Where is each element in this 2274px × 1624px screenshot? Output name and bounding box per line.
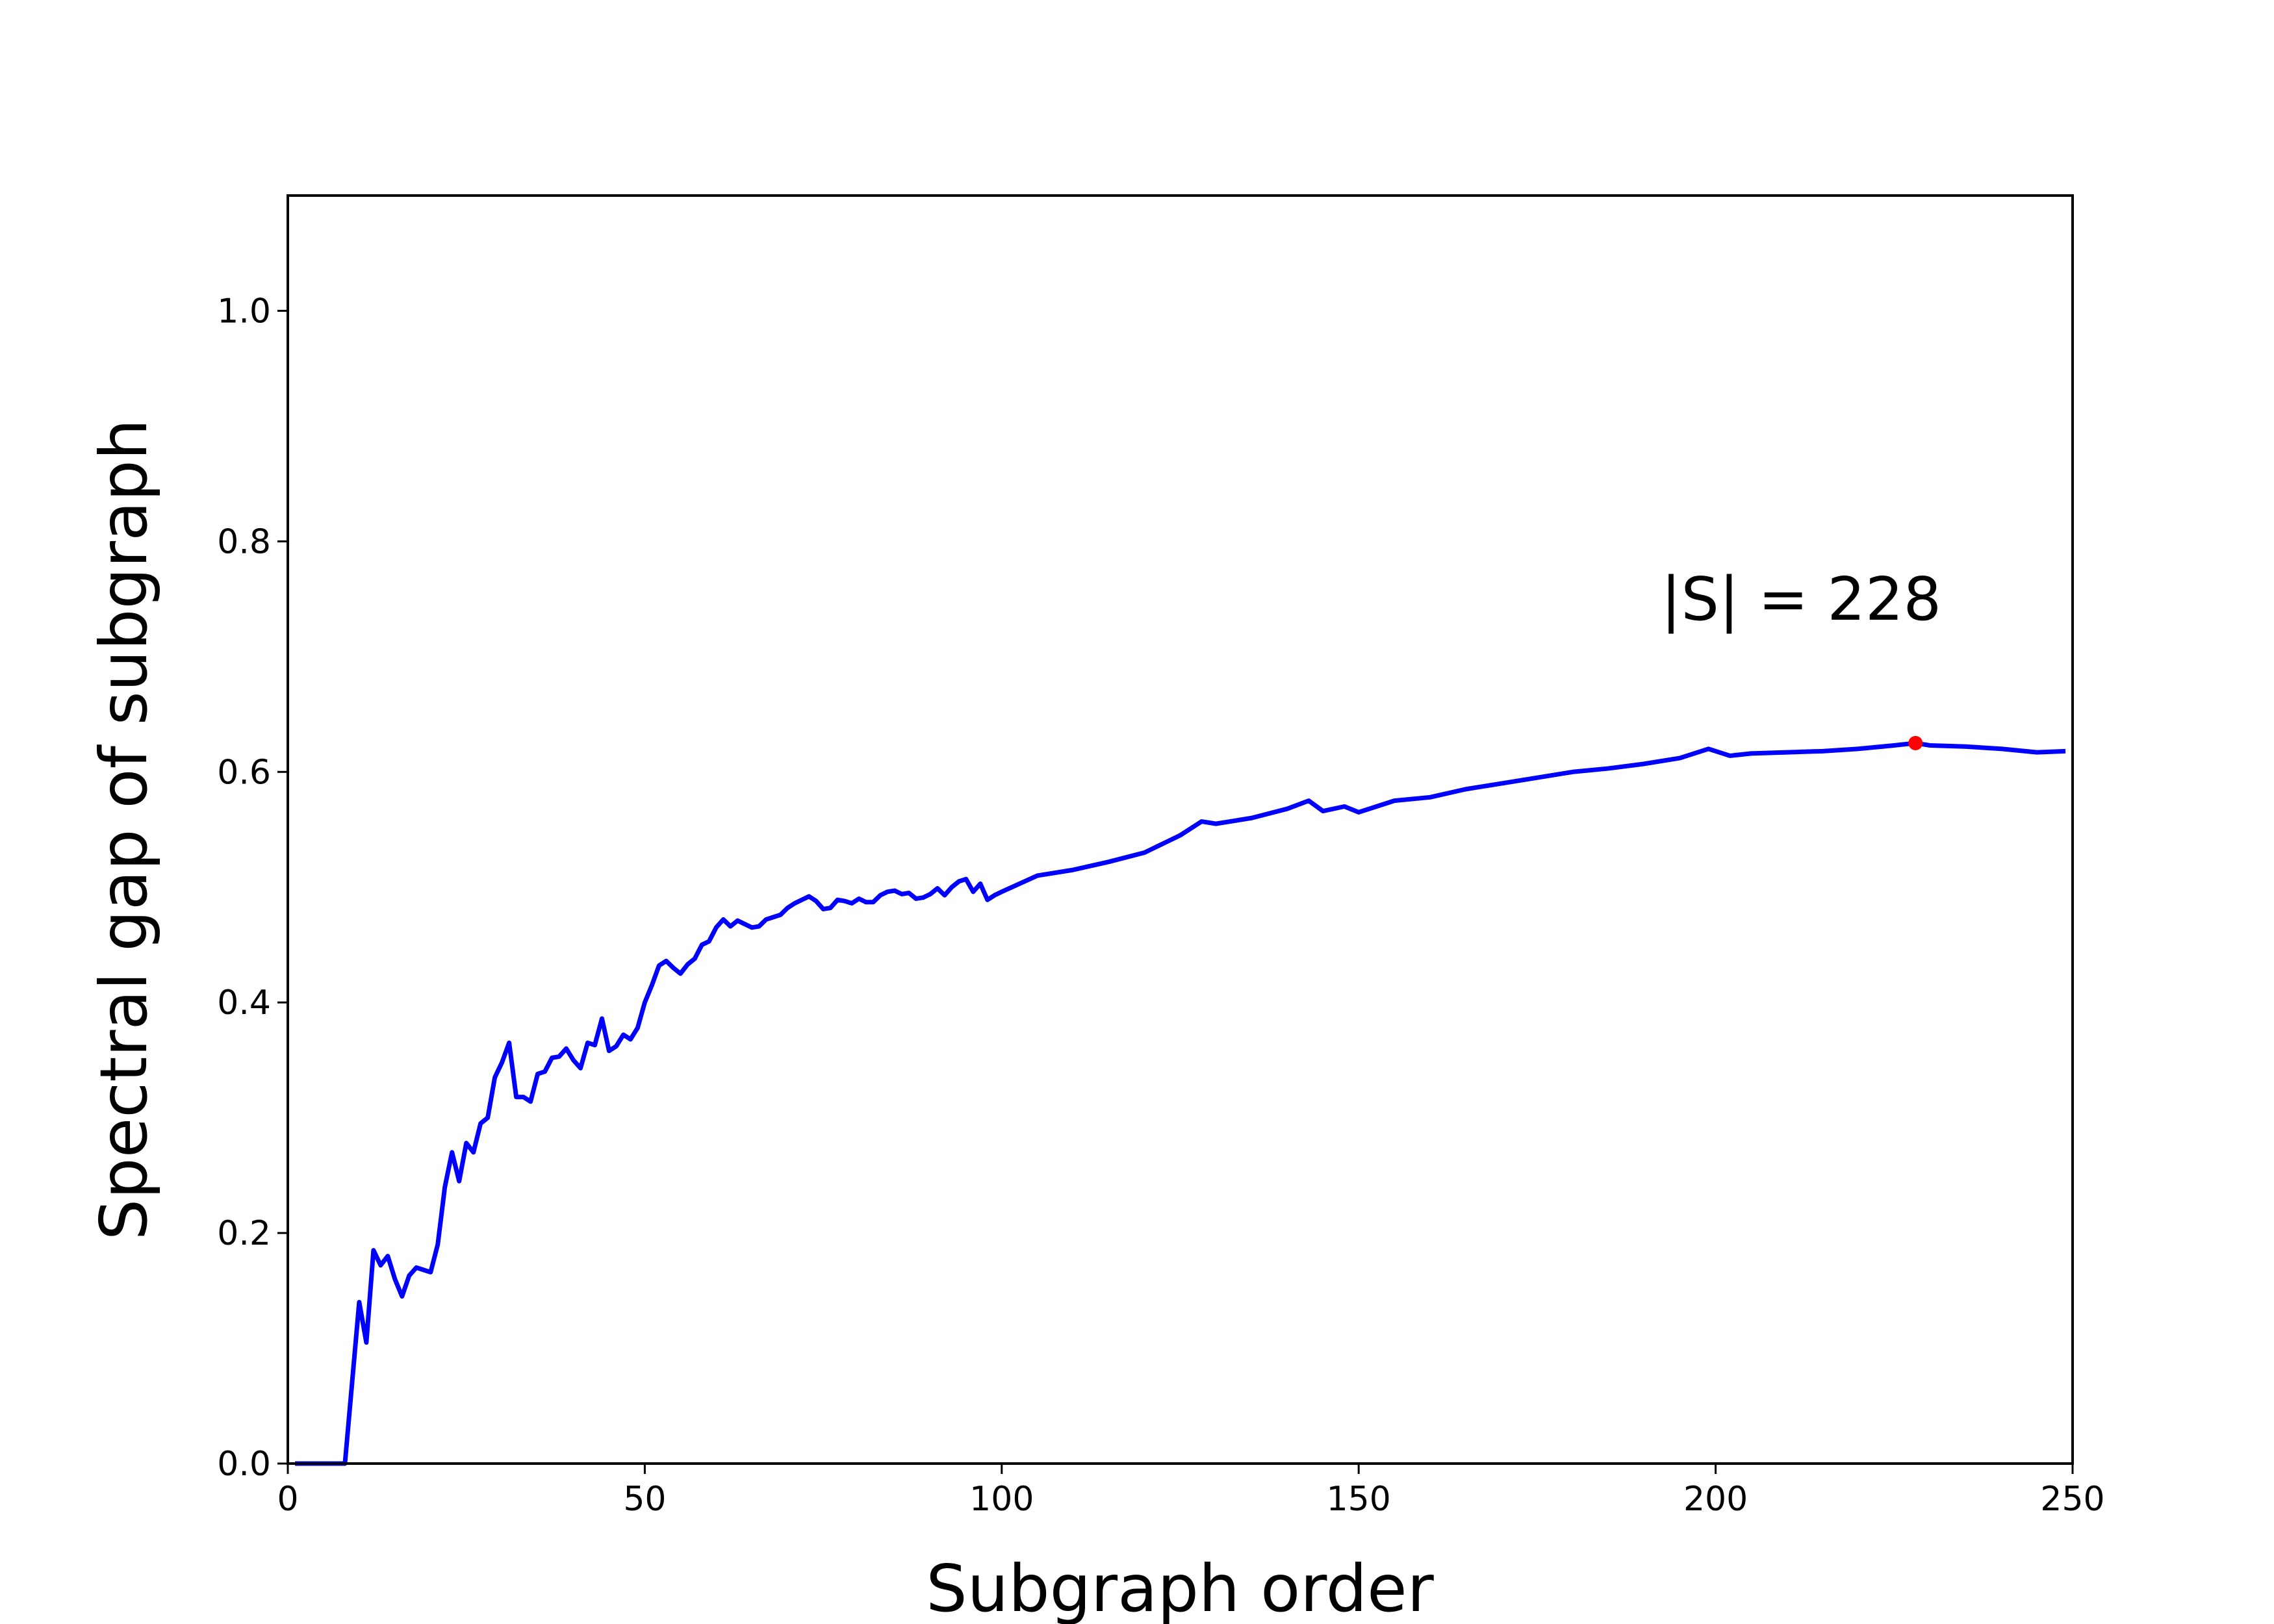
plot-frame <box>287 194 2074 1465</box>
x-tick-label: 50 <box>623 1480 666 1519</box>
y-axis-label: Spectral gap of subgraph <box>86 419 162 1241</box>
y-tick-label: 0.2 <box>217 1214 271 1253</box>
y-tick-label: 0.6 <box>217 753 271 792</box>
highlight-point <box>1908 735 1923 750</box>
y-tick-label: 0.0 <box>217 1445 271 1484</box>
x-tick-label: 250 <box>2040 1480 2104 1519</box>
y-tick-label: 0.8 <box>217 522 271 561</box>
x-tick-label: 150 <box>1327 1480 1391 1519</box>
annotation: |S| = 228 <box>1661 565 1941 634</box>
y-tick-label: 0.4 <box>217 983 271 1022</box>
data-line <box>294 741 2066 1466</box>
x-axis-label: Subgraph order <box>926 1551 1434 1624</box>
x-tick-label: 0 <box>277 1480 298 1519</box>
x-tick-label: 200 <box>1683 1480 1748 1519</box>
y-tick-label: 1.0 <box>217 292 271 331</box>
x-tick-label: 100 <box>969 1480 1034 1519</box>
